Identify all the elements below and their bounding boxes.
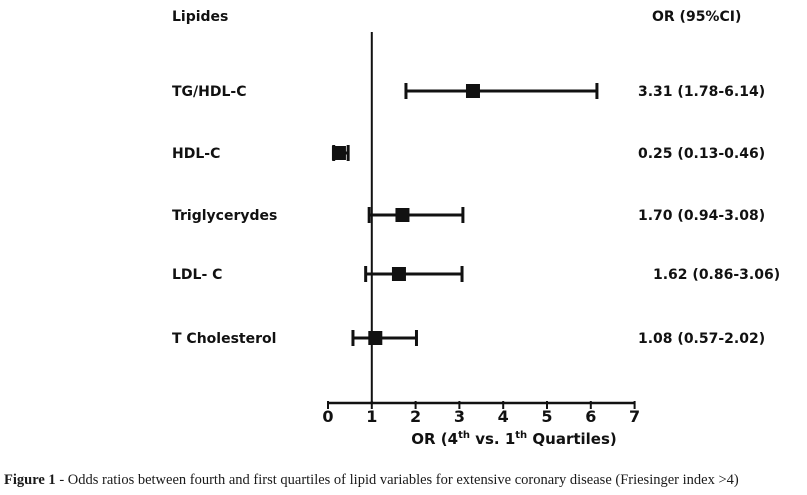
x-axis-label: OR (4th vs. 1th Quartiles) (411, 430, 617, 448)
or-ci-label: 0.25 (0.13-0.46) (638, 146, 765, 162)
header-left: Lipides (172, 9, 228, 25)
x-tick-label: 3 (454, 407, 465, 426)
row-label: T Cholesterol (172, 331, 276, 347)
or-point (391, 267, 406, 281)
row-label: TG/HDL-C (172, 84, 247, 100)
x-tick-label: 7 (629, 407, 640, 426)
forest-row: HDL-C 0.25 (0.13-0.46) (172, 145, 765, 162)
or-point (395, 208, 410, 222)
forest-plot: Lipides OR (95%CI) TG/HDL-C 3.31 (1.78-6.… (172, 9, 780, 448)
forest-row: Triglycerydes 1.70 (0.94-3.08) (172, 207, 765, 224)
caption-text: - Odds ratios between fourth and first q… (55, 472, 739, 488)
x-tick-label: 4 (498, 407, 509, 426)
or-point (465, 84, 480, 98)
x-tick-label: 1 (366, 407, 377, 426)
header-right: OR (95%CI) (652, 9, 741, 25)
forest-row: LDL- C 1.62 (0.86-3.06) (172, 266, 780, 283)
forest-row: T Cholesterol 1.08 (0.57-2.02) (172, 330, 765, 347)
x-tick-label: 5 (541, 407, 552, 426)
x-tick-label: 6 (585, 407, 596, 426)
caption-label: Figure 1 (4, 472, 56, 488)
or-ci-label: 1.08 (0.57-2.02) (638, 331, 765, 347)
figure-caption: Figure 1 - Odds ratios between fourth an… (4, 472, 804, 489)
x-tick-label: 0 (322, 407, 333, 426)
row-label: HDL-C (172, 146, 220, 162)
x-axis: 0 1 2 3 4 5 6 7 (322, 401, 640, 426)
or-ci-label: 1.70 (0.94-3.08) (638, 208, 765, 224)
or-point (331, 146, 346, 160)
forest-row: TG/HDL-C 3.31 (1.78-6.14) (172, 83, 765, 100)
rows-layer: TG/HDL-C 3.31 (1.78-6.14) HDL-C 0.25 (0.13-… (172, 32, 780, 403)
or-ci-label: 3.31 (1.78-6.14) (638, 84, 765, 100)
or-ci-label: 1.62 (0.86-3.06) (653, 267, 780, 283)
or-point (368, 331, 383, 345)
row-label: LDL- C (172, 267, 222, 283)
row-label: Triglycerydes (172, 208, 277, 224)
x-tick-label: 2 (410, 407, 421, 426)
